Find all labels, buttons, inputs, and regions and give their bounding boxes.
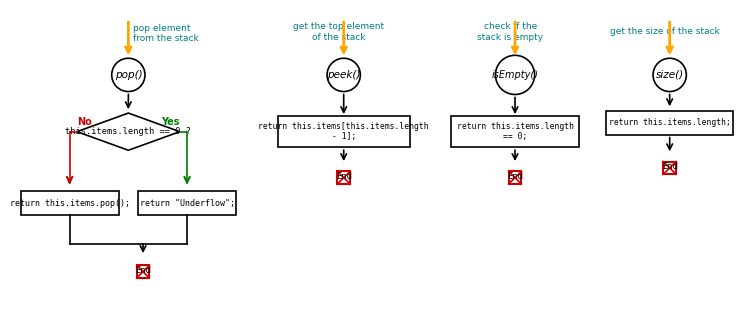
Text: get the top element
of the stack: get the top element of the stack <box>293 22 384 41</box>
Text: return this.items.pop();: return this.items.pop(); <box>10 199 129 208</box>
FancyBboxPatch shape <box>451 116 579 147</box>
Text: size(): size() <box>656 70 684 80</box>
Text: peek(): peek() <box>327 70 361 80</box>
Text: check if the
stack is empty: check if the stack is empty <box>477 22 543 41</box>
Bar <box>663 161 676 174</box>
Text: End: End <box>135 266 151 275</box>
Circle shape <box>327 58 361 92</box>
Text: End: End <box>662 162 678 171</box>
Bar <box>509 171 521 184</box>
Text: return this.items.length
== 0;: return this.items.length == 0; <box>456 122 574 141</box>
Circle shape <box>653 58 687 92</box>
FancyBboxPatch shape <box>278 116 410 147</box>
Text: isEmpty(): isEmpty() <box>491 70 539 80</box>
Bar <box>137 265 150 278</box>
Circle shape <box>495 55 535 95</box>
Text: return this.items[this.items.length
- 1];: return this.items[this.items.length - 1]… <box>258 122 429 141</box>
Circle shape <box>111 58 145 92</box>
Polygon shape <box>77 113 180 150</box>
FancyBboxPatch shape <box>138 191 236 215</box>
FancyBboxPatch shape <box>21 191 119 215</box>
Text: End: End <box>507 172 523 181</box>
Text: No: No <box>77 117 92 127</box>
Text: return "Underflow";: return "Underflow"; <box>140 199 235 208</box>
Text: End: End <box>336 172 352 181</box>
Text: pop element
from the stack: pop element from the stack <box>133 24 199 43</box>
Text: return this.items.length;: return this.items.length; <box>609 118 731 127</box>
FancyBboxPatch shape <box>606 111 733 135</box>
Text: pop(): pop() <box>114 70 142 80</box>
Text: this.items.length == 0 ?: this.items.length == 0 ? <box>65 127 191 136</box>
Text: Yes: Yes <box>162 117 180 127</box>
Bar <box>337 171 350 184</box>
Text: get the size of the stack: get the size of the stack <box>610 27 720 36</box>
